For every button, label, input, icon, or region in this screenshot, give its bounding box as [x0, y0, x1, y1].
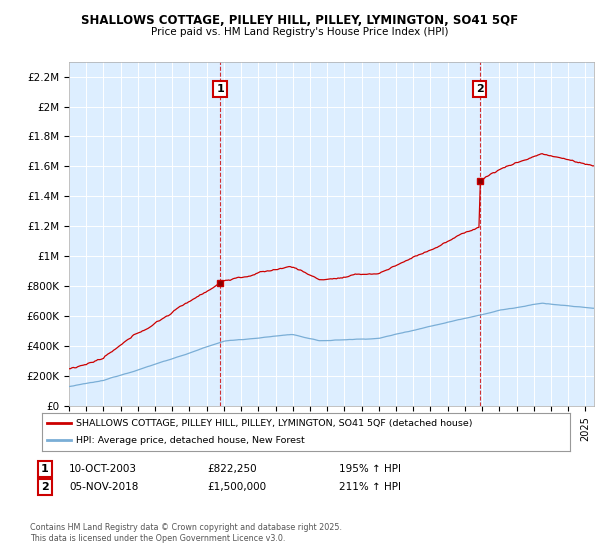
Text: £1,500,000: £1,500,000 — [207, 482, 266, 492]
Text: HPI: Average price, detached house, New Forest: HPI: Average price, detached house, New … — [76, 436, 305, 445]
Text: 2: 2 — [476, 84, 484, 94]
Text: SHALLOWS COTTAGE, PILLEY HILL, PILLEY, LYMINGTON, SO41 5QF: SHALLOWS COTTAGE, PILLEY HILL, PILLEY, L… — [82, 14, 518, 27]
Text: 05-NOV-2018: 05-NOV-2018 — [69, 482, 139, 492]
Text: 10-OCT-2003: 10-OCT-2003 — [69, 464, 137, 474]
Text: SHALLOWS COTTAGE, PILLEY HILL, PILLEY, LYMINGTON, SO41 5QF (detached house): SHALLOWS COTTAGE, PILLEY HILL, PILLEY, L… — [76, 419, 473, 428]
Text: 211% ↑ HPI: 211% ↑ HPI — [339, 482, 401, 492]
Text: 2: 2 — [41, 482, 49, 492]
Text: Contains HM Land Registry data © Crown copyright and database right 2025.
This d: Contains HM Land Registry data © Crown c… — [30, 524, 342, 543]
Text: 1: 1 — [41, 464, 49, 474]
Text: 195% ↑ HPI: 195% ↑ HPI — [339, 464, 401, 474]
Text: Price paid vs. HM Land Registry's House Price Index (HPI): Price paid vs. HM Land Registry's House … — [151, 27, 449, 37]
Text: 1: 1 — [216, 84, 224, 94]
Text: £822,250: £822,250 — [207, 464, 257, 474]
